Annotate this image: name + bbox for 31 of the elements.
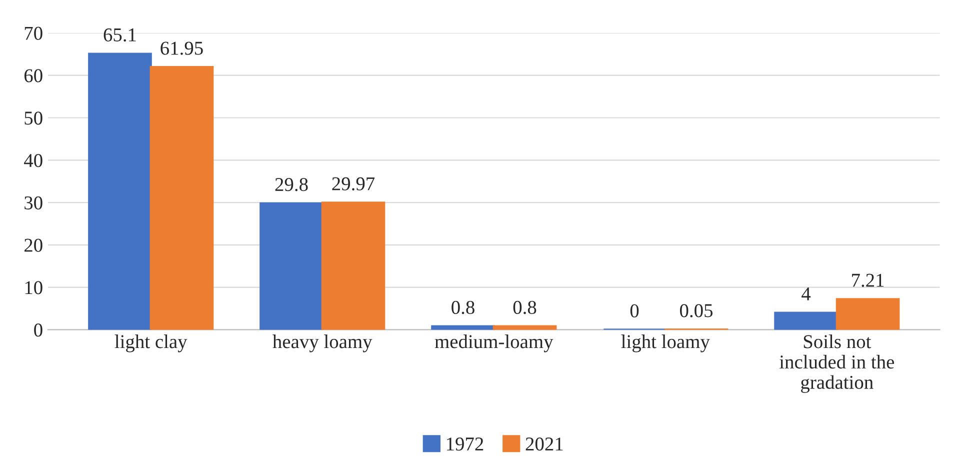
data-label: 29.97: [332, 177, 375, 190]
data-label: 0.8: [513, 300, 536, 314]
y-tick-label: 60: [24, 69, 42, 82]
data-label: 0: [630, 304, 639, 318]
data-label: 65.1: [104, 28, 136, 42]
y-tick-label: 20: [24, 238, 42, 252]
y-tick-label: 40: [24, 154, 42, 168]
x-tick-label: heavy loamy: [272, 334, 372, 352]
y-tick-label: 10: [25, 281, 42, 294]
y-tick-label: 70: [24, 26, 42, 40]
legend-label: 1972: [446, 438, 484, 451]
bar: [321, 202, 386, 330]
x-tick-label: light clay: [114, 334, 188, 352]
legend-label: 2021: [526, 437, 563, 451]
x-tick-label: Soils not included in the gradation: [780, 334, 894, 393]
bar: [492, 325, 557, 330]
data-label: 0.8: [452, 300, 474, 314]
y-tick-label: 0: [34, 324, 42, 337]
bar: [150, 66, 214, 330]
bar: [836, 298, 900, 330]
y-tick-label: 50: [24, 112, 42, 125]
data-label: 7.21: [852, 274, 884, 287]
x-tick-label: medium-loamy: [434, 334, 554, 352]
bar: [88, 52, 152, 330]
data-label: 61.95: [160, 42, 203, 55]
data-label: 0.05: [680, 304, 713, 318]
y-tick-label: 30: [24, 196, 42, 210]
bar: [260, 202, 324, 330]
x-tick-label: light loamy: [621, 334, 710, 352]
data-label: 29.8: [275, 178, 308, 192]
data-label: 4: [802, 287, 811, 300]
